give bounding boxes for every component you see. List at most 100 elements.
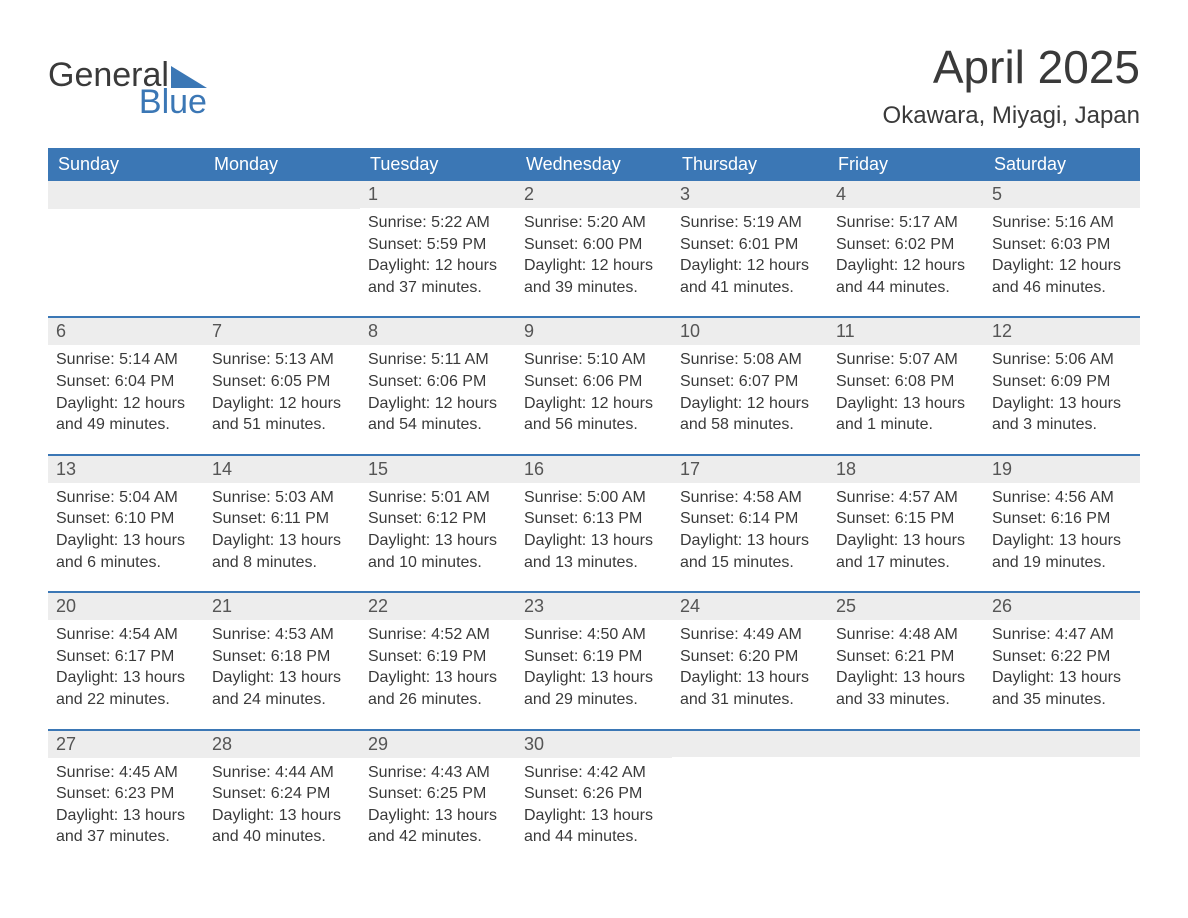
daylight-text-line2: and 17 minutes. bbox=[836, 552, 976, 574]
daylight-text-line2: and 54 minutes. bbox=[368, 414, 508, 436]
daylight-text-line2: and 22 minutes. bbox=[56, 689, 196, 711]
day-number: 22 bbox=[360, 591, 516, 620]
sunset-text: Sunset: 6:22 PM bbox=[992, 646, 1132, 668]
sunset-text: Sunset: 6:04 PM bbox=[56, 371, 196, 393]
daylight-text-line1: Daylight: 12 hours bbox=[368, 255, 508, 277]
daylight-text-line2: and 39 minutes. bbox=[524, 277, 664, 299]
sunrise-text: Sunrise: 4:49 AM bbox=[680, 624, 820, 646]
sunset-text: Sunset: 6:15 PM bbox=[836, 508, 976, 530]
weekday-header-row: Sunday Monday Tuesday Wednesday Thursday… bbox=[48, 148, 1140, 181]
daylight-text-line2: and 49 minutes. bbox=[56, 414, 196, 436]
calendar-day: 15Sunrise: 5:01 AMSunset: 6:12 PMDayligh… bbox=[360, 454, 516, 573]
sunrise-text: Sunrise: 5:03 AM bbox=[212, 487, 352, 509]
daylight-text-line1: Daylight: 12 hours bbox=[212, 393, 352, 415]
day-number bbox=[984, 729, 1140, 757]
sunset-text: Sunset: 6:08 PM bbox=[836, 371, 976, 393]
sunrise-text: Sunrise: 4:53 AM bbox=[212, 624, 352, 646]
day-number bbox=[672, 729, 828, 757]
day-details: Sunrise: 5:07 AMSunset: 6:08 PMDaylight:… bbox=[828, 345, 984, 435]
day-details: Sunrise: 4:58 AMSunset: 6:14 PMDaylight:… bbox=[672, 483, 828, 573]
sunset-text: Sunset: 6:00 PM bbox=[524, 234, 664, 256]
sunset-text: Sunset: 6:17 PM bbox=[56, 646, 196, 668]
sunset-text: Sunset: 6:19 PM bbox=[368, 646, 508, 668]
sunrise-text: Sunrise: 5:07 AM bbox=[836, 349, 976, 371]
day-details: Sunrise: 5:08 AMSunset: 6:07 PMDaylight:… bbox=[672, 345, 828, 435]
sunset-text: Sunset: 6:02 PM bbox=[836, 234, 976, 256]
day-details: Sunrise: 4:53 AMSunset: 6:18 PMDaylight:… bbox=[204, 620, 360, 710]
day-number: 8 bbox=[360, 316, 516, 345]
day-details: Sunrise: 5:13 AMSunset: 6:05 PMDaylight:… bbox=[204, 345, 360, 435]
daylight-text-line1: Daylight: 12 hours bbox=[836, 255, 976, 277]
day-details: Sunrise: 5:17 AMSunset: 6:02 PMDaylight:… bbox=[828, 208, 984, 298]
calendar-day: 23Sunrise: 4:50 AMSunset: 6:19 PMDayligh… bbox=[516, 591, 672, 710]
daylight-text-line1: Daylight: 13 hours bbox=[56, 805, 196, 827]
day-number: 29 bbox=[360, 729, 516, 758]
daylight-text-line1: Daylight: 13 hours bbox=[836, 530, 976, 552]
daylight-text-line2: and 13 minutes. bbox=[524, 552, 664, 574]
daylight-text-line2: and 33 minutes. bbox=[836, 689, 976, 711]
sunrise-text: Sunrise: 5:16 AM bbox=[992, 212, 1132, 234]
sunset-text: Sunset: 6:24 PM bbox=[212, 783, 352, 805]
sunrise-text: Sunrise: 5:20 AM bbox=[524, 212, 664, 234]
daylight-text-line2: and 44 minutes. bbox=[836, 277, 976, 299]
daylight-text-line1: Daylight: 13 hours bbox=[212, 530, 352, 552]
daylight-text-line2: and 15 minutes. bbox=[680, 552, 820, 574]
calendar-day: 3Sunrise: 5:19 AMSunset: 6:01 PMDaylight… bbox=[672, 181, 828, 298]
calendar-day: 22Sunrise: 4:52 AMSunset: 6:19 PMDayligh… bbox=[360, 591, 516, 710]
sunset-text: Sunset: 6:14 PM bbox=[680, 508, 820, 530]
calendar-day: 29Sunrise: 4:43 AMSunset: 6:25 PMDayligh… bbox=[360, 729, 516, 848]
sunrise-text: Sunrise: 5:17 AM bbox=[836, 212, 976, 234]
sunrise-text: Sunrise: 5:08 AM bbox=[680, 349, 820, 371]
sunset-text: Sunset: 6:12 PM bbox=[368, 508, 508, 530]
day-details: Sunrise: 4:43 AMSunset: 6:25 PMDaylight:… bbox=[360, 758, 516, 848]
calendar-day: 2 Sunrise: 5:20 AMSunset: 6:00 PMDaylight… bbox=[516, 181, 672, 298]
sunrise-text: Sunrise: 5:14 AM bbox=[56, 349, 196, 371]
sunset-text: Sunset: 6:20 PM bbox=[680, 646, 820, 668]
sunrise-text: Sunrise: 4:44 AM bbox=[212, 762, 352, 784]
day-details: Sunrise: 5:01 AMSunset: 6:12 PMDaylight:… bbox=[360, 483, 516, 573]
daylight-text-line1: Daylight: 12 hours bbox=[680, 255, 820, 277]
daylight-text-line1: Daylight: 13 hours bbox=[992, 667, 1132, 689]
sunset-text: Sunset: 6:19 PM bbox=[524, 646, 664, 668]
location: Okawara, Miyagi, Japan bbox=[883, 102, 1140, 130]
calendar-week: 1Sunrise: 5:22 AMSunset: 5:59 PMDaylight… bbox=[48, 181, 1140, 298]
day-number: 10 bbox=[672, 316, 828, 345]
sunrise-text: Sunrise: 5:22 AM bbox=[368, 212, 508, 234]
calendar-day: 6Sunrise: 5:14 AMSunset: 6:04 PMDaylight… bbox=[48, 316, 204, 435]
daylight-text-line2: and 6 minutes. bbox=[56, 552, 196, 574]
weekday-header: Wednesday bbox=[516, 148, 672, 181]
sunset-text: Sunset: 6:18 PM bbox=[212, 646, 352, 668]
day-number: 2 bbox=[516, 181, 672, 208]
daylight-text-line1: Daylight: 12 hours bbox=[524, 393, 664, 415]
day-number: 3 bbox=[672, 181, 828, 208]
daylight-text-line2: and 46 minutes. bbox=[992, 277, 1132, 299]
sunrise-text: Sunrise: 5:04 AM bbox=[56, 487, 196, 509]
sunrise-text: Sunrise: 5:00 AM bbox=[524, 487, 664, 509]
calendar-day: 26Sunrise: 4:47 AMSunset: 6:22 PMDayligh… bbox=[984, 591, 1140, 710]
daylight-text-line2: and 31 minutes. bbox=[680, 689, 820, 711]
daylight-text-line2: and 35 minutes. bbox=[992, 689, 1132, 711]
daylight-text-line2: and 44 minutes. bbox=[524, 826, 664, 848]
day-number: 1 bbox=[360, 181, 516, 208]
calendar-day: 18Sunrise: 4:57 AMSunset: 6:15 PMDayligh… bbox=[828, 454, 984, 573]
day-details: Sunrise: 4:42 AMSunset: 6:26 PMDaylight:… bbox=[516, 758, 672, 848]
calendar-day: 1Sunrise: 5:22 AMSunset: 5:59 PMDaylight… bbox=[360, 181, 516, 298]
daylight-text-line1: Daylight: 13 hours bbox=[56, 530, 196, 552]
daylight-text-line1: Daylight: 13 hours bbox=[368, 530, 508, 552]
calendar-week: 6Sunrise: 5:14 AMSunset: 6:04 PMDaylight… bbox=[48, 316, 1140, 435]
daylight-text-line2: and 3 minutes. bbox=[992, 414, 1132, 436]
day-number: 25 bbox=[828, 591, 984, 620]
calendar-day: 17Sunrise: 4:58 AMSunset: 6:14 PMDayligh… bbox=[672, 454, 828, 573]
calendar-day: 11Sunrise: 5:07 AMSunset: 6:08 PMDayligh… bbox=[828, 316, 984, 435]
sunset-text: Sunset: 6:03 PM bbox=[992, 234, 1132, 256]
day-number: 19 bbox=[984, 454, 1140, 483]
day-details: Sunrise: 5:03 AMSunset: 6:11 PMDaylight:… bbox=[204, 483, 360, 573]
day-number: 24 bbox=[672, 591, 828, 620]
sunrise-text: Sunrise: 4:42 AM bbox=[524, 762, 664, 784]
sunrise-text: Sunrise: 4:56 AM bbox=[992, 487, 1132, 509]
calendar-day: 8Sunrise: 5:11 AMSunset: 6:06 PMDaylight… bbox=[360, 316, 516, 435]
day-number: 26 bbox=[984, 591, 1140, 620]
weekday-header: Tuesday bbox=[360, 148, 516, 181]
sunset-text: Sunset: 6:06 PM bbox=[368, 371, 508, 393]
daylight-text-line1: Daylight: 12 hours bbox=[524, 255, 664, 277]
